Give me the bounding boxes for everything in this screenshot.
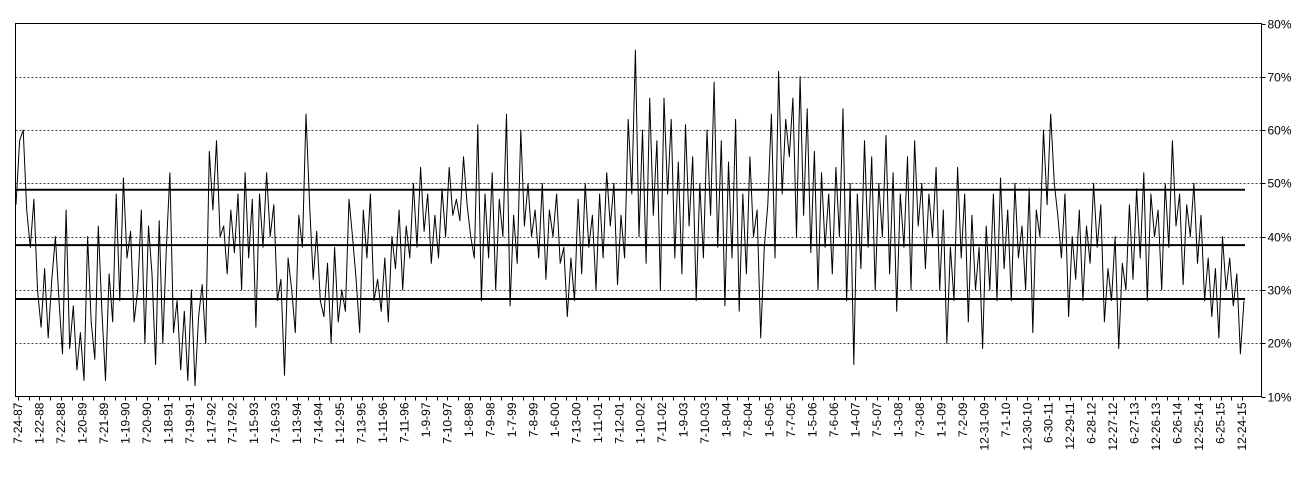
- x-tick-label: 7-6-06: [827, 402, 841, 437]
- x-tick-label: 7-10-97: [441, 402, 455, 444]
- x-tick-label: 6-26-14: [1171, 402, 1185, 444]
- series-line: [15, 49, 1245, 387]
- y-tick-label: 80%: [1268, 18, 1292, 32]
- x-tick-label: 1-10-02: [634, 402, 648, 444]
- reference-lines: [15, 188, 1245, 300]
- x-tick-label: 6-30-11: [1042, 402, 1056, 443]
- x-axis: 7-24-87 1-22-88 7-22-88 1-20-89 7-21-89 1-19-…: [11, 396, 1249, 451]
- x-tick-label: 7-8-04: [741, 402, 755, 437]
- x-tick-label: 1-13-94: [290, 402, 304, 444]
- x-tick-label: 6-27-13: [1128, 402, 1142, 444]
- series-group: [15, 49, 1245, 387]
- x-tick-label: 7-10-03: [698, 402, 712, 444]
- x-tick-label: 1-18-91: [161, 402, 175, 444]
- x-tick-label: 1-17-92: [204, 402, 218, 444]
- x-tick-label: 7-19-91: [183, 402, 197, 444]
- x-tick-label: 7-11-96: [398, 402, 412, 443]
- x-tick-label: 7-13-95: [355, 402, 369, 444]
- y-tick-label: 70%: [1268, 71, 1292, 85]
- x-tick-label: 1-6-00: [548, 402, 562, 437]
- y-tick-label: 40%: [1268, 231, 1292, 245]
- x-tick-label: 1-4-07: [849, 402, 863, 437]
- x-tick-label: 12-25-14: [1192, 402, 1206, 450]
- x-tick-label: 1-1-09: [934, 402, 948, 437]
- x-tick-label: 1-11-01: [591, 402, 605, 443]
- x-tick-label: 12-29-11: [1063, 402, 1077, 449]
- x-tick-label: 1-8-04: [720, 402, 734, 437]
- y-tick-label: 50%: [1268, 177, 1292, 191]
- x-tick-label: 12-27-12: [1106, 402, 1120, 450]
- x-tick-label: 7-3-08: [913, 402, 927, 437]
- x-tick-label: 7-24-87: [11, 402, 25, 444]
- x-tick-label: 1-11-96: [376, 402, 390, 443]
- x-tick-label: 12-26-13: [1149, 402, 1163, 450]
- x-tick-label: 7-9-98: [483, 402, 497, 437]
- y-tick-label: 60%: [1268, 124, 1292, 138]
- x-tick-label: 7-16-93: [269, 402, 283, 444]
- x-tick-label: 7-2-09: [956, 402, 970, 437]
- x-tick-label: 1-19-90: [118, 402, 132, 444]
- x-tick-label: 7-20-90: [140, 402, 154, 444]
- x-tick-label: 7-13-00: [569, 402, 583, 444]
- y-tick-label: 20%: [1268, 337, 1292, 351]
- x-tick-label: 1-9-97: [419, 402, 433, 437]
- x-tick-label: 7-12-01: [612, 402, 626, 444]
- x-tick-label: 7-8-99: [526, 402, 540, 437]
- y-tick-label: 30%: [1268, 284, 1292, 298]
- x-tick-label: 7-17-92: [226, 402, 240, 444]
- x-tick-label: 1-12-95: [333, 402, 347, 444]
- x-tick-label: 1-20-89: [75, 402, 89, 444]
- x-tick-label: 1-5-06: [806, 402, 820, 437]
- x-tick-label: 7-11-02: [655, 402, 669, 443]
- x-tick-label: 7-5-07: [870, 402, 884, 437]
- x-tick-label: 6-28-12: [1085, 402, 1099, 444]
- x-tick-label: 1-22-88: [33, 402, 47, 444]
- x-tick-label: 1-15-93: [247, 402, 261, 444]
- x-tick-label: 7-22-88: [54, 402, 68, 444]
- x-tick-label: 1-8-98: [462, 402, 476, 437]
- x-tick-label: 7-14-94: [312, 402, 326, 444]
- x-tick-label: 7-1-10: [999, 402, 1013, 437]
- x-tick-label: 12-24-15: [1235, 402, 1249, 450]
- y-tick-label: 10%: [1268, 391, 1292, 405]
- x-tick-label: 12-31-09: [977, 402, 991, 450]
- x-tick-label: 1-3-08: [891, 402, 905, 437]
- x-tick-label: 1-6-05: [763, 402, 777, 437]
- y-axis: 10% 20% 30% 40% 50% 60% 70% 80%: [1261, 18, 1292, 405]
- x-tick-label: 7-7-05: [784, 402, 798, 437]
- x-tick-label: 7-21-89: [97, 402, 111, 444]
- x-tick-label: 1-9-03: [677, 402, 691, 437]
- x-tick-label: 1-7-99: [505, 402, 519, 437]
- x-tick-label: 6-25-15: [1214, 402, 1228, 444]
- x-tick-label: 12-30-10: [1020, 402, 1034, 450]
